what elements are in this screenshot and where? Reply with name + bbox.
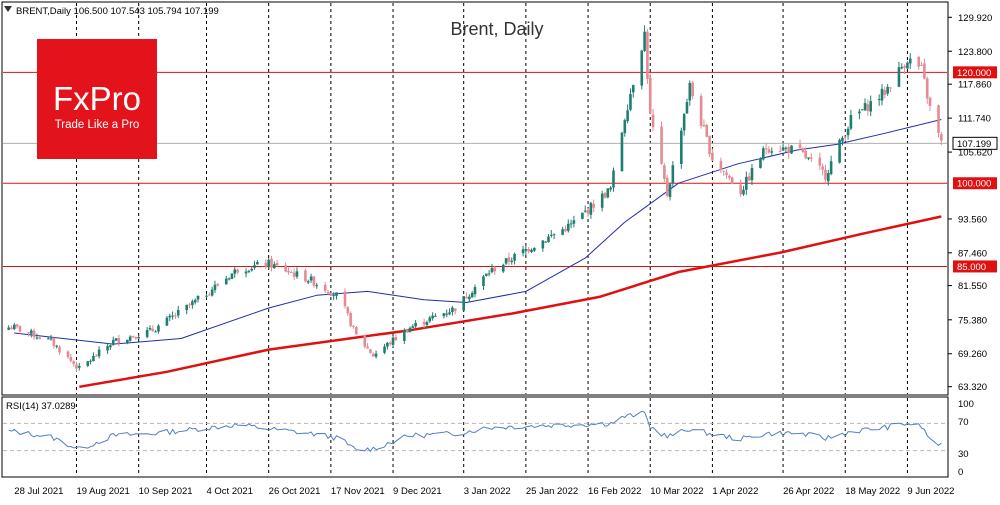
x-tick-label: 10 Sep 2021 (139, 486, 193, 497)
candle (646, 29, 649, 84)
y-tick-label: 123.800 (958, 47, 992, 58)
candle (649, 73, 652, 114)
candle (369, 349, 372, 354)
candle (937, 105, 940, 138)
rsi-level-70: 70 (958, 417, 969, 428)
candle (607, 188, 610, 198)
x-tick-label: 26 Oct 2021 (269, 486, 321, 497)
rsi-label: RSI(14) 37.0289 (6, 401, 76, 412)
candle (700, 94, 703, 129)
x-tick-label: 9 Jun 2022 (907, 486, 954, 497)
candle (604, 192, 607, 198)
candle (304, 269, 307, 283)
candle (660, 121, 663, 164)
candle (762, 146, 765, 160)
candle (115, 338, 118, 341)
logo-tagline: Trade Like a Pro (55, 119, 140, 131)
candle (708, 136, 711, 157)
x-tick-label: 17 Nov 2021 (331, 486, 385, 497)
level-label: 85.000 (957, 262, 986, 273)
candle (838, 139, 841, 164)
candle (621, 132, 624, 172)
x-tick-label: 19 Aug 2021 (76, 486, 129, 497)
candle (759, 157, 762, 168)
y-tick-label: 93.560 (958, 214, 987, 225)
candle (790, 145, 793, 154)
y-tick-label: 69.260 (958, 349, 987, 360)
rsi-level-0: 0 (958, 467, 963, 478)
x-tick-label: 1 Apr 2022 (712, 486, 758, 497)
x-tick-label: 25 Jan 2022 (526, 486, 578, 497)
x-tick-label: 10 Mar 2022 (650, 486, 703, 497)
y-tick-label: 111.740 (958, 114, 991, 125)
x-tick-label: 4 Oct 2021 (206, 486, 252, 497)
y-tick-label: 117.860 (958, 80, 992, 91)
x-tick-label: 28 Jul 2021 (14, 486, 63, 497)
level-label: 120.000 (957, 68, 991, 79)
candle (666, 175, 669, 198)
current-price-label: 107.199 (957, 139, 991, 150)
y-tick-label: 63.320 (958, 382, 987, 393)
candle (363, 334, 366, 348)
y-tick-label: 129.920 (958, 13, 992, 24)
y-tick-label: 87.460 (958, 248, 987, 259)
candle (330, 293, 333, 296)
candle (462, 296, 465, 311)
logo-brand: FxPro (53, 80, 141, 117)
x-tick-label: 9 Dec 2021 (393, 486, 442, 497)
chart-title: Brent, Daily (450, 19, 543, 39)
candle (355, 326, 358, 335)
candle (731, 177, 734, 184)
candle (680, 128, 683, 169)
date-axis: 28 Jul 2021 19 Aug 2021 10 Sep 2021 4 Oct 2… (14, 486, 954, 497)
symbol-info: BRENT,Daily 106.500 107.543 105.794 107.… (16, 6, 219, 17)
fxpro-logo: FxPro Trade Like a Pro (37, 39, 157, 159)
x-tick-label: 26 Apr 2022 (783, 486, 834, 497)
x-tick-label: 3 Jan 2022 (464, 486, 511, 497)
candle (231, 273, 234, 279)
x-tick-label: 18 May 2022 (845, 486, 900, 497)
rsi-level-30: 30 (958, 449, 969, 460)
candle (861, 109, 864, 110)
y-tick-label: 75.380 (958, 315, 987, 326)
candle (705, 124, 708, 138)
rsi-level-100: 100 (958, 399, 974, 410)
x-tick-label: 16 Feb 2022 (588, 486, 641, 497)
y-tick-label: 81.550 (958, 281, 987, 292)
candle (581, 213, 584, 220)
candle (349, 311, 352, 327)
candle (640, 50, 643, 90)
level-label: 100.000 (957, 179, 991, 190)
